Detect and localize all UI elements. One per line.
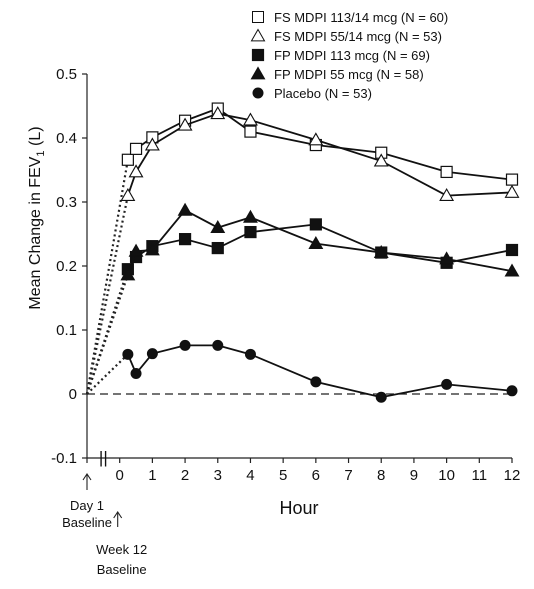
x-axis-title: Hour xyxy=(279,498,318,518)
x-tick-label: 6 xyxy=(312,467,320,484)
data-point xyxy=(178,233,192,246)
x-tick-label: 2 xyxy=(181,467,189,484)
legend-marker xyxy=(250,28,266,42)
x-tick-label: 3 xyxy=(214,467,222,484)
y-tick-label: 0 xyxy=(69,386,77,403)
x-tick-label: 10 xyxy=(438,467,455,484)
x-tick-label: 8 xyxy=(377,467,385,484)
data-point xyxy=(129,142,143,155)
data-point xyxy=(375,391,387,403)
data-point xyxy=(310,376,322,388)
week12-baseline-label: Baseline xyxy=(97,562,147,577)
day1-arrow-head xyxy=(82,473,92,481)
legend-label: Placebo (N = 53) xyxy=(274,86,372,101)
legend-marker xyxy=(252,11,264,23)
series-line xyxy=(127,107,513,181)
data-point xyxy=(211,241,224,255)
data-point xyxy=(505,243,519,257)
x-tick-label: 0 xyxy=(116,467,124,484)
data-point xyxy=(439,187,455,202)
week12-baseline-label: Week 12 xyxy=(96,542,147,557)
x-tick-label: 4 xyxy=(246,467,254,484)
series-4 xyxy=(85,202,520,395)
y-tick-label: 0.2 xyxy=(56,258,77,275)
y-axis-title: Mean Change in FEV1 (L) xyxy=(27,126,47,309)
series-5 xyxy=(86,339,518,403)
data-point xyxy=(122,348,134,360)
y-axis-title-unit: (L) xyxy=(27,126,44,146)
data-point xyxy=(243,112,258,126)
day1-baseline-label: Baseline xyxy=(62,515,112,530)
y-tick-label: 0.4 xyxy=(56,130,77,147)
data-point xyxy=(308,235,324,250)
data-point xyxy=(243,209,258,223)
y-tick-label: -0.1 xyxy=(51,450,77,467)
y-axis-title-subscript: 1 xyxy=(35,150,47,156)
data-point xyxy=(504,263,520,277)
data-point xyxy=(373,153,389,167)
data-point xyxy=(144,242,160,256)
plot-area: 0.50.40.30.20.10-0.10 1 2 3 4 5 6 7 8 9 10 11 12|| xyxy=(51,66,520,484)
data-point xyxy=(504,184,520,198)
day1-baseline-label: Day 1 xyxy=(70,498,104,513)
y-axis-title-main: Mean Change in FEV xyxy=(27,156,44,309)
data-point xyxy=(210,106,226,120)
data-point xyxy=(130,368,142,380)
week12-arrow-head xyxy=(113,511,123,519)
baseline-annotations: Day 1 Baseline Week 12 Baseline xyxy=(62,473,147,577)
data-point xyxy=(506,385,518,397)
axis-break-marker: || xyxy=(99,448,108,467)
legend-label: FS MDPI 55/14 mcg (N = 53) xyxy=(274,29,442,44)
data-point xyxy=(121,153,134,166)
data-point xyxy=(441,378,453,390)
series-line xyxy=(127,209,513,276)
data-point xyxy=(440,165,453,179)
x-tick-label: 9 xyxy=(410,467,418,484)
data-point xyxy=(146,348,158,360)
data-point xyxy=(120,267,136,281)
data-point xyxy=(439,251,455,265)
data-point xyxy=(212,339,224,351)
y-tick-label: 0.3 xyxy=(56,194,77,211)
data-point xyxy=(210,219,226,234)
data-point xyxy=(177,117,193,131)
data-point xyxy=(373,244,389,258)
legend-label: FS MDPI 113/14 mcg (N = 60) xyxy=(274,10,448,25)
series-line xyxy=(127,223,513,270)
series-baseline-connector xyxy=(85,274,129,395)
data-point xyxy=(244,348,256,360)
y-tick-label: 0.5 xyxy=(56,66,77,83)
series-line xyxy=(127,112,513,197)
y-tick-label: 0.1 xyxy=(56,322,77,339)
data-point xyxy=(144,137,160,151)
data-point xyxy=(128,243,144,257)
data-point xyxy=(309,218,322,231)
data-point xyxy=(177,202,193,216)
data-point xyxy=(179,339,191,351)
series-2 xyxy=(85,106,520,395)
legend: FS MDPI 113/14 mcg (N = 60) FS MDPI 55/14… xyxy=(250,10,448,101)
series-line xyxy=(127,344,513,399)
x-tick-label: 5 xyxy=(279,467,287,484)
legend-label: FP MDPI 55 mcg (N = 58) xyxy=(274,67,424,82)
data-point xyxy=(120,187,136,202)
legend-label: FP MDPI 113 mcg (N = 69) xyxy=(274,48,430,63)
series-baseline-connector xyxy=(85,195,129,395)
x-tick-label: 11 xyxy=(472,467,488,484)
data-point xyxy=(128,164,144,178)
legend-marker xyxy=(252,87,264,99)
legend-marker xyxy=(251,48,265,62)
x-tick-label: 1 xyxy=(148,467,156,484)
x-tick-label: 7 xyxy=(344,467,352,484)
data-point xyxy=(244,125,257,138)
x-tick-label: 12 xyxy=(504,467,521,484)
data-point xyxy=(308,132,324,146)
data-point xyxy=(244,225,257,239)
data-point xyxy=(505,173,519,186)
legend-marker xyxy=(250,66,266,80)
